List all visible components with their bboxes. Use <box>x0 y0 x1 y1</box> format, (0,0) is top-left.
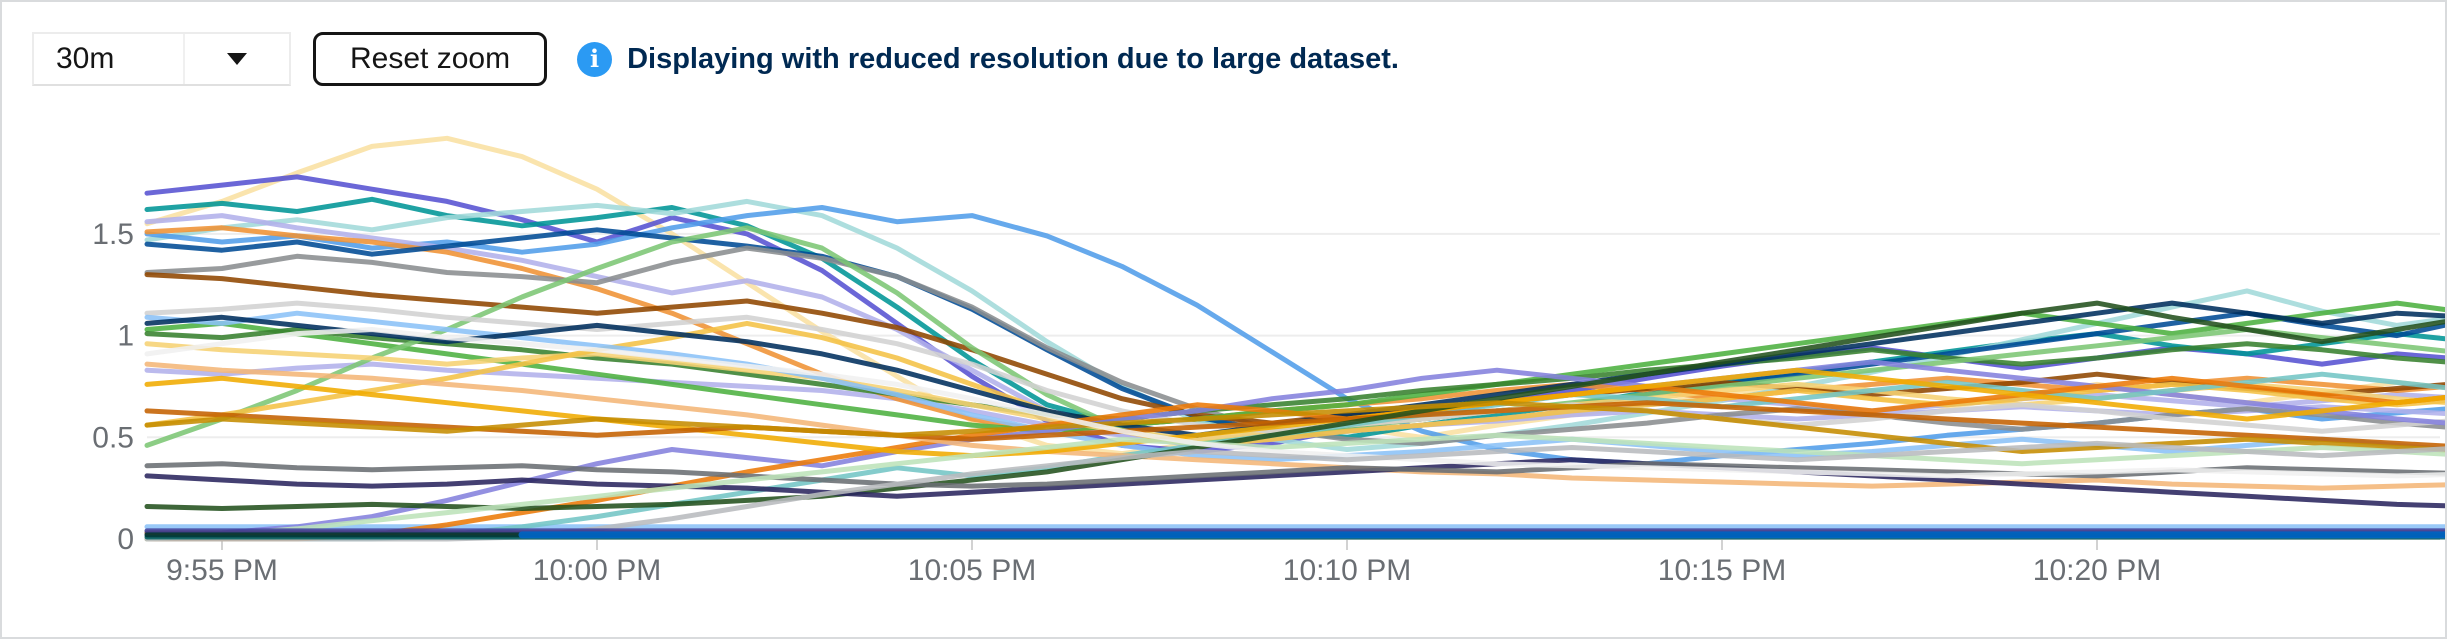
chart-line-series-26[interactable] <box>144 400 2447 449</box>
y-axis-tick-label: 0 <box>117 523 134 556</box>
chart-line-series-16[interactable] <box>144 320 2447 448</box>
x-axis-tick-label: 10:20 PM <box>2033 554 2161 587</box>
select-caret-zone[interactable] <box>185 34 289 84</box>
x-axis-tick-label: 10:00 PM <box>533 554 661 587</box>
reduced-resolution-notice: i Displaying with reduced resolution due… <box>577 41 1399 77</box>
chart-line-series-13[interactable] <box>144 327 2447 422</box>
y-axis-tick-label: 1 <box>117 320 134 353</box>
timerange-select[interactable]: 30m <box>32 32 291 86</box>
timerange-value: 30m <box>34 34 185 84</box>
y-axis-tick-label: 1.5 <box>92 218 134 251</box>
chart-toolbar: 30m Reset zoom i Displaying with reduced… <box>32 28 1399 90</box>
info-icon: i <box>577 41 613 77</box>
chart-line-series-32[interactable] <box>144 327 2447 479</box>
chart-line-series-28[interactable] <box>144 457 2447 509</box>
x-axis-tick-label: 9:55 PM <box>166 554 278 587</box>
chart-line-series-30[interactable] <box>144 400 2447 454</box>
notice-text: Displaying with reduced resolution due t… <box>627 42 1399 75</box>
chevron-down-icon <box>227 53 247 65</box>
reset-zoom-button[interactable]: Reset zoom <box>313 32 548 86</box>
chart-line-series-12[interactable] <box>144 300 2447 434</box>
x-axis-tick-label: 10:05 PM <box>908 554 1036 587</box>
chart-line-series-29[interactable] <box>144 461 2447 489</box>
chart-line-series-27[interactable] <box>144 300 2447 511</box>
x-axis-tick-label: 10:15 PM <box>1658 554 1786 587</box>
y-axis-tick-label: 0.5 <box>92 421 134 454</box>
chart-line-series-31[interactable] <box>144 432 2447 542</box>
x-axis-tick-label: 10:10 PM <box>1283 554 1411 587</box>
chart-line-series-24[interactable] <box>144 361 2447 491</box>
